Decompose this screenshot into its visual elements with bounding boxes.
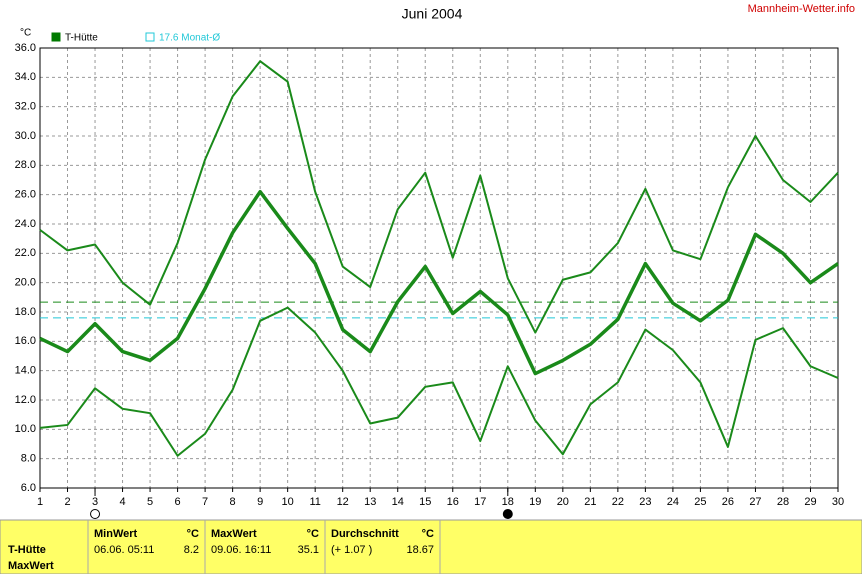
x-tick-label: 23 — [639, 496, 651, 508]
x-tick-label: 29 — [804, 496, 816, 508]
column-header: Durchschnitt — [331, 528, 399, 540]
x-tick-label: 4 — [119, 496, 125, 508]
x-tick-label: 14 — [392, 496, 404, 508]
x-tick-label: 10 — [282, 496, 294, 508]
moon-marker — [90, 509, 101, 519]
x-tick-label: 21 — [584, 496, 596, 508]
cell: 18.67 — [406, 544, 434, 556]
x-tick-label: 6 — [175, 496, 181, 508]
cell: 35.1 — [298, 544, 319, 556]
table-bg — [0, 519, 862, 574]
y-tick-label: 24.0 — [15, 218, 36, 230]
series-line — [39, 60, 839, 334]
y-tick-label: 16.0 — [15, 335, 36, 347]
chart-title: Juni 2004 — [402, 6, 463, 22]
x-tick-label: 28 — [777, 496, 789, 508]
series-line — [39, 189, 839, 376]
cell: (+ 1.07 ) — [331, 544, 372, 556]
legend-label: T-Hütte — [65, 33, 98, 44]
x-tick-label: 13 — [364, 496, 376, 508]
y-tick-label: 20.0 — [15, 277, 36, 289]
x-tick-label: 12 — [337, 496, 349, 508]
row-label: T-Hütte — [8, 544, 46, 556]
x-tick-label: 17 — [474, 496, 486, 508]
moon-marker — [502, 509, 513, 519]
y-tick-label: 10.0 — [15, 423, 36, 435]
x-tick-label: 8 — [230, 496, 236, 508]
x-tick-label: 9 — [257, 496, 263, 508]
legend-swatch — [51, 32, 61, 42]
column-unit: °C — [187, 528, 199, 540]
x-tick-label: 11 — [309, 496, 320, 508]
x-tick-label: 30 — [832, 496, 844, 508]
column-header: MinWert — [94, 528, 138, 540]
y-tick-label: 28.0 — [15, 159, 36, 171]
y-tick-label: 32.0 — [15, 101, 36, 113]
y-tick-label: 22.0 — [15, 247, 36, 259]
legend-label: 17.6 Monat-Ø — [159, 33, 220, 44]
column-header: MaxWert — [211, 528, 257, 540]
series-line — [39, 306, 839, 457]
x-tick-label: 18 — [502, 496, 514, 508]
y-tick-label: 30.0 — [15, 130, 36, 142]
y-tick-label: 14.0 — [15, 365, 36, 377]
y-tick-label: 18.0 — [15, 306, 36, 318]
x-tick-label: 19 — [529, 496, 541, 508]
y-tick-label: 36.0 — [15, 42, 36, 54]
y-tick-label: 26.0 — [15, 189, 36, 201]
y-tick-label: 12.0 — [15, 394, 36, 406]
x-tick-label: 2 — [64, 496, 70, 508]
x-tick-label: 24 — [667, 496, 679, 508]
cell: 09.06. 16:11 — [211, 544, 271, 556]
cell: 8.2 — [184, 544, 199, 556]
y-tick-label: 34.0 — [15, 71, 36, 83]
y-tick-label: 8.0 — [21, 453, 36, 465]
cell: 06.06. 05:11 — [94, 544, 154, 556]
x-tick-label: 3 — [92, 496, 98, 508]
source: Mannheim-Wetter.info — [748, 3, 855, 15]
x-tick-label: 16 — [447, 496, 459, 508]
x-tick-label: 5 — [147, 496, 153, 508]
x-tick-label: 26 — [722, 496, 734, 508]
x-tick-label: 1 — [37, 496, 43, 508]
x-tick-label: 25 — [694, 496, 706, 508]
x-tick-label: 22 — [612, 496, 624, 508]
x-tick-label: 7 — [202, 496, 208, 508]
x-tick-label: 27 — [749, 496, 761, 508]
y-tick-label: 6.0 — [21, 482, 36, 494]
plot-frame — [39, 47, 839, 489]
column-unit: °C — [307, 528, 319, 540]
y-unit: °C — [20, 28, 31, 39]
x-tick-label: 20 — [557, 496, 569, 508]
row-label: MaxWert — [8, 560, 54, 572]
column-unit: °C — [422, 528, 434, 540]
x-tick-label: 15 — [419, 496, 431, 508]
legend-swatch — [145, 32, 155, 42]
